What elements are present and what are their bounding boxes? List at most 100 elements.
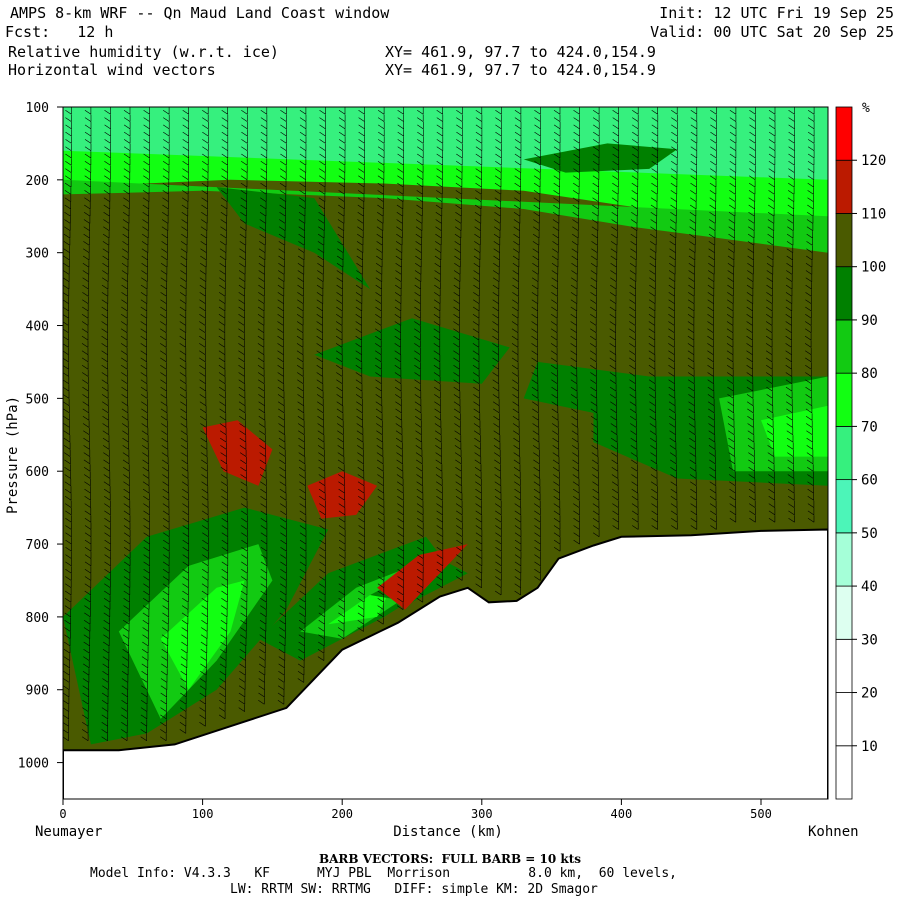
y-tick-label: 1000 (18, 757, 49, 772)
wind-barb-column (511, 107, 522, 596)
y-tick-label: 100 (26, 101, 49, 116)
colorbar-bin (835, 372, 853, 427)
wind-barb-column (804, 107, 815, 523)
colorbar-bin (835, 585, 853, 640)
wind-barb-column (765, 107, 776, 523)
wind-barb-column (394, 107, 404, 610)
x-tick-label: 400 (611, 807, 633, 821)
wind-barb-column (570, 107, 580, 545)
x-axis-label: Distance (km) (393, 824, 503, 840)
wind-barb-column (335, 107, 346, 639)
wind-barb-column (492, 107, 502, 596)
colorbar-label: 50 (861, 526, 878, 542)
y-axis-label: Pressure (hPa) (5, 396, 21, 514)
chart-title: AMPS 8-km WRF -- Qn Maud Land Coast wind… (10, 4, 390, 22)
wind-barb-column (355, 107, 365, 632)
y-tick-label: 700 (26, 538, 49, 553)
wind-barb-column (668, 107, 678, 530)
wind-barb-column (629, 107, 639, 530)
colorbar-bin (835, 638, 853, 693)
wind-barb-column (179, 107, 189, 734)
rh-region-20 (202, 420, 273, 486)
rh-region-15 (160, 580, 245, 690)
init-time: Init: 12 UTC Fri 19 Sep 25 (659, 4, 894, 22)
y-tick-label: 600 (26, 465, 49, 480)
forecast-hour: Fcst: 12 h (5, 23, 114, 41)
x-tick-label: 100 (192, 807, 214, 821)
wind-barb-column (375, 107, 385, 625)
x-left-station-label: Neumayer (35, 824, 102, 840)
x-tick-label: 500 (750, 807, 772, 821)
model-info-line2: LW: RRTM SW: RRTMG DIFF: simple KM: 2D S… (230, 882, 598, 897)
field-label-wind: Horizontal wind vectors (8, 61, 216, 79)
wind-barb-column (316, 107, 326, 661)
wind-barb-column (101, 107, 111, 741)
wind-barb-column (746, 107, 756, 523)
rh-region-18 (328, 587, 392, 625)
wind-barb-column (726, 107, 737, 523)
wind-barb-column (238, 107, 248, 712)
colorbar-bin (835, 692, 853, 747)
valid-time: Valid: 00 UTC Sat 20 Sep 25 (650, 23, 894, 41)
y-tick-label: 800 (26, 611, 49, 626)
wind-barb-column (531, 107, 541, 581)
field-label-rh: Relative humidity (w.r.t. ice) (8, 43, 279, 61)
wind-barb-column (707, 107, 717, 530)
colorbar-label: 90 (861, 313, 878, 329)
y-tick-label: 900 (26, 684, 49, 699)
wind-barb-column (277, 107, 287, 705)
wind-barb-column (687, 107, 698, 530)
model-info-line1: Model Info: V4.3.3 KF MYJ PBL Morrison 8… (90, 866, 677, 881)
colorbar-bin (835, 213, 853, 268)
colorbar-unit: % (862, 101, 870, 116)
colorbar-bin (835, 319, 853, 374)
cross-section-coords-1: XY= 461.9, 97.7 to 424.0,154.9 (385, 43, 656, 61)
wind-barb-column (785, 107, 795, 523)
cross-section-coords-2: XY= 461.9, 97.7 to 424.0,154.9 (385, 61, 656, 79)
colorbar-label: 70 (861, 419, 878, 435)
y-tick-label: 500 (26, 392, 49, 407)
wind-barb-column (63, 107, 72, 741)
wind-barb-column (472, 107, 483, 589)
colorbar-bin (835, 532, 853, 587)
colorbar-label: 100 (861, 260, 886, 276)
wind-barb-column (550, 107, 561, 552)
wind-barb-column (609, 107, 619, 530)
wind-barb-column (199, 107, 209, 727)
wind-barb-column (120, 107, 131, 741)
colorbar-bin (835, 266, 853, 321)
rh-region-12 (761, 405, 828, 457)
x-tick-label: 300 (471, 807, 493, 821)
rh-region-7 (216, 187, 371, 290)
colorbar-label: 40 (861, 579, 878, 595)
barb-note: BARB VECTORS: FULL BARB = 10 kts (318, 852, 582, 866)
colorbar-bin (835, 106, 853, 161)
y-tick-label: 200 (26, 174, 49, 189)
rh-region-22 (377, 544, 468, 610)
wind-barb-column (81, 107, 92, 741)
wind-barb-column (433, 107, 444, 589)
terrain-profile (63, 528, 828, 799)
x-tick-label: 200 (331, 807, 353, 821)
rh-region-8 (314, 318, 510, 384)
y-tick-label: 300 (26, 247, 49, 262)
wind-barb-column (648, 107, 659, 530)
colorbar-label: 110 (861, 206, 886, 222)
colorbar-bin (835, 479, 853, 534)
rh-region-9 (523, 361, 650, 413)
colorbar-bin (835, 745, 853, 800)
wind-barb-column (296, 107, 307, 683)
x-right-station-label: Kohnen (808, 824, 859, 840)
wind-barb-column (414, 107, 424, 603)
rh-region-5 (63, 179, 828, 253)
wind-barb-column (218, 107, 229, 720)
colorbar-label: 20 (861, 686, 878, 702)
rh-region-4 (63, 150, 828, 239)
colorbar-bin (835, 425, 853, 481)
plot-frame (62, 106, 829, 800)
colorbar-label: 30 (861, 632, 878, 648)
colorbar-label: 10 (861, 739, 878, 755)
colorbar-label: 60 (861, 473, 878, 489)
x-tick-label: 0 (59, 807, 66, 821)
